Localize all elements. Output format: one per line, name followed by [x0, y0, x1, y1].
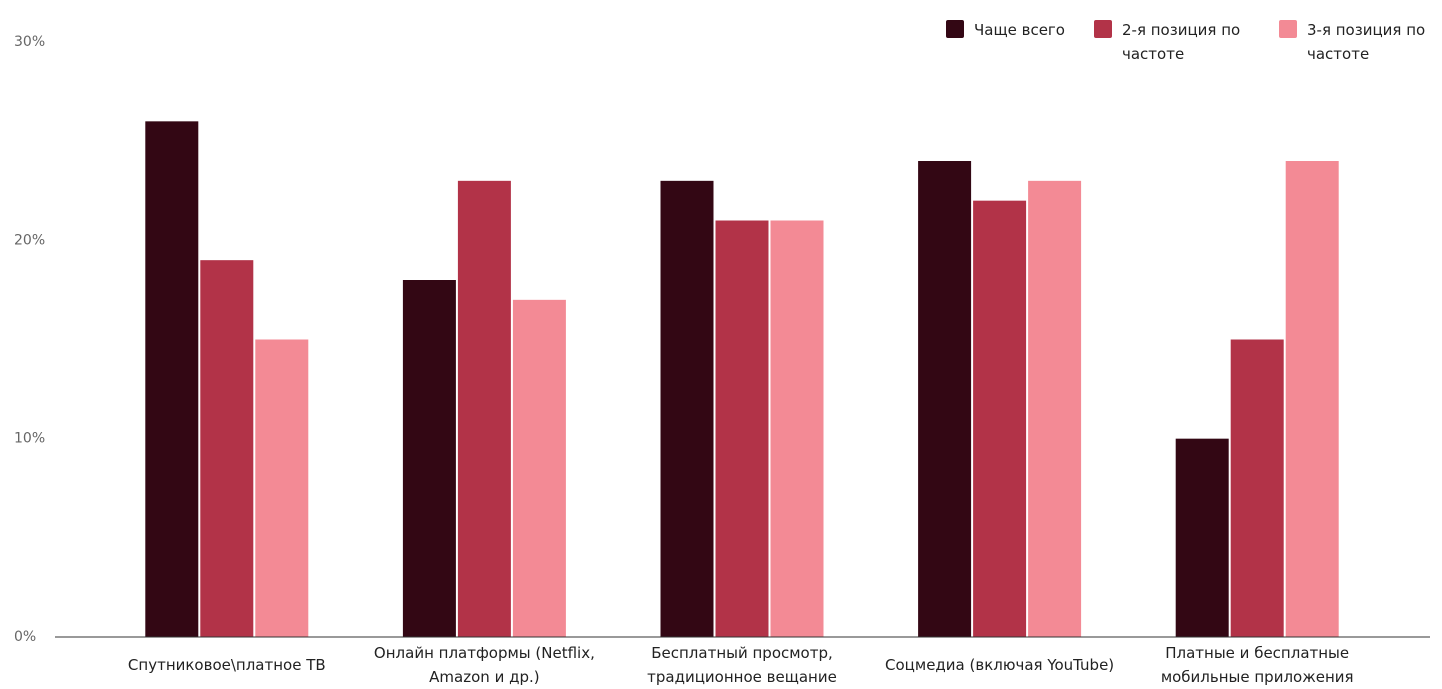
legend-swatch	[1094, 20, 1112, 38]
bar	[512, 299, 566, 637]
x-tick-label: Платные и бесплатные мобильные приложени…	[1160, 644, 1354, 686]
legend-swatch	[946, 20, 964, 38]
bar	[973, 200, 1027, 637]
bar	[1175, 438, 1229, 637]
legend-swatch	[1279, 20, 1297, 38]
bar	[1028, 180, 1082, 638]
x-tick-label: Спутниковое\платное ТВ	[127, 656, 326, 674]
bar	[770, 220, 824, 637]
bar	[145, 121, 199, 638]
y-tick-label: 0%	[14, 629, 36, 645]
bar	[457, 180, 511, 638]
legend-label: Чаще всего	[974, 21, 1065, 39]
bar	[1230, 339, 1284, 637]
legend-label: 3-я позиция по частоте	[1307, 21, 1426, 63]
bar	[255, 339, 309, 637]
bar	[715, 220, 769, 637]
bar	[200, 260, 254, 637]
y-tick-label: 30%	[14, 34, 45, 50]
bar	[918, 161, 972, 637]
x-tick-label: Онлайн платформы (Netflix, Amazon и др.)	[373, 644, 595, 686]
legend-label: 2-я позиция по частоте	[1122, 21, 1241, 63]
bar	[402, 280, 456, 637]
bar	[660, 180, 714, 638]
bar	[1285, 161, 1339, 637]
y-tick-label: 20%	[14, 232, 45, 248]
x-tick-label: Бесплатный просмотр, традиционное вещани…	[647, 644, 837, 686]
y-tick-label: 10%	[14, 431, 45, 447]
x-tick-label: Соцмедиа (включая YouTube)	[885, 656, 1115, 674]
